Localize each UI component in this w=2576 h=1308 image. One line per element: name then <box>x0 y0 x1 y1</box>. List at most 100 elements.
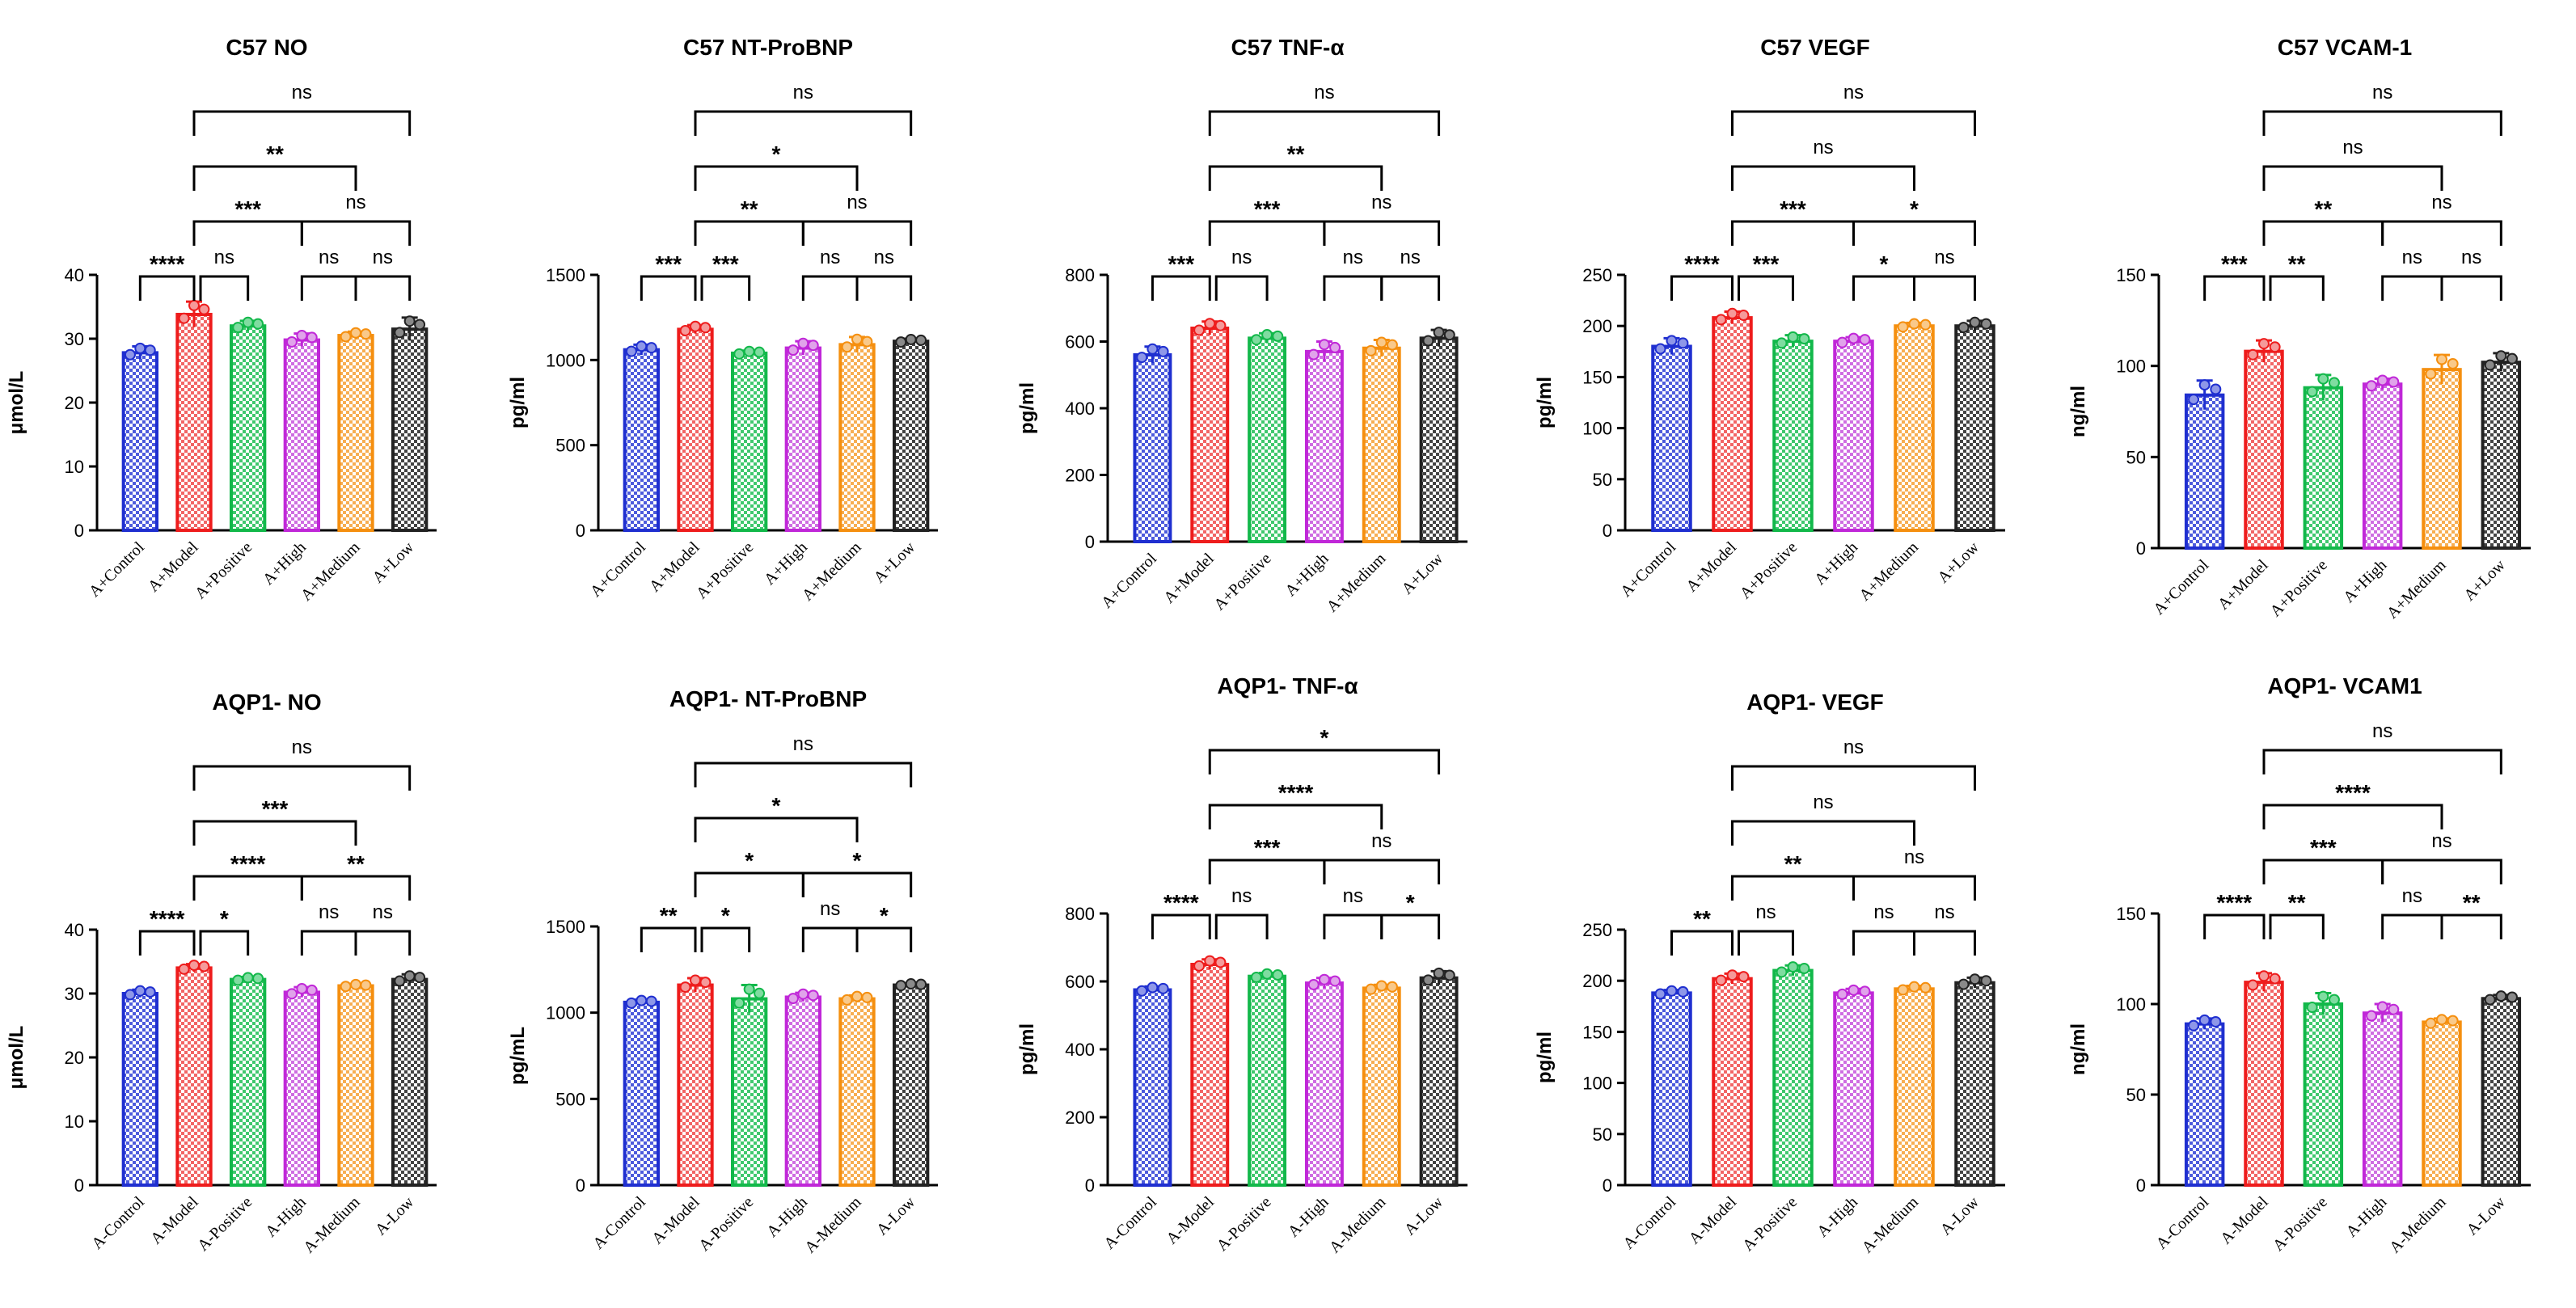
significance-bracket <box>1852 275 1915 301</box>
x-tick-label: A+High <box>2340 556 2390 606</box>
data-point <box>188 960 200 972</box>
data-point <box>340 331 352 343</box>
y-tick-label: 500 <box>555 1089 585 1109</box>
significance-bracket <box>694 220 804 246</box>
data-point <box>252 318 264 330</box>
data-point <box>2328 377 2340 389</box>
y-tick-label: 1500 <box>546 265 585 285</box>
significance-label: ** <box>2463 890 2481 915</box>
significance-label: ns <box>1314 82 1334 103</box>
significance-bracket <box>1731 820 1915 846</box>
data-point <box>895 336 907 348</box>
x-tick-label: A-High <box>763 1193 811 1241</box>
y-tick-label: 100 <box>1582 1074 1612 1094</box>
significance-label: **** <box>2217 890 2253 915</box>
data-point <box>394 327 406 339</box>
significance-bracket <box>1852 875 1976 901</box>
data-point <box>285 335 298 348</box>
data-point <box>1136 352 1148 364</box>
x-tick-label: A-Control <box>2153 1193 2213 1253</box>
chart-title: C57 VEGF <box>1760 35 1869 60</box>
significance-bracket <box>2381 275 2443 301</box>
bar <box>623 1000 661 1188</box>
y-tick-label: 50 <box>1593 470 1612 490</box>
significance-bracket <box>1670 930 1734 956</box>
significance-label: **** <box>230 851 266 876</box>
x-tick-label: A+Control <box>587 538 649 601</box>
data-point <box>2328 994 2340 1006</box>
data-point <box>851 990 863 1002</box>
data-point <box>1715 314 1727 326</box>
bar <box>784 346 822 532</box>
data-point <box>306 331 318 344</box>
significance-label: ns <box>793 733 813 755</box>
significance-label: ** <box>741 196 758 222</box>
data-point <box>144 986 156 998</box>
significance-bracket <box>855 275 913 301</box>
bar <box>2184 393 2225 550</box>
significance-bracket <box>2269 275 2325 301</box>
significance-label: ns <box>793 82 813 103</box>
significance-bracket <box>1731 110 1976 136</box>
data-point <box>2425 368 2437 380</box>
data-point <box>1969 973 1981 985</box>
significance-label: ns <box>1813 137 1833 158</box>
data-point <box>743 345 755 357</box>
bar <box>337 984 374 1188</box>
data-point <box>754 987 766 999</box>
chart-title: C57 NT-ProBNP <box>683 35 853 60</box>
bar <box>2362 1011 2403 1187</box>
y-tick-label: 0 <box>74 1175 84 1196</box>
y-tick-label: 50 <box>2126 1085 2146 1105</box>
significance-label: ns <box>1813 791 1833 813</box>
data-point <box>915 978 927 990</box>
data-point <box>2436 353 2447 365</box>
significance-bracket <box>192 875 303 901</box>
data-point <box>625 345 637 357</box>
significance-bracket <box>192 165 357 191</box>
x-tick-label: A+Low <box>2460 556 2509 605</box>
data-point <box>232 974 244 986</box>
significance-label: *** <box>2310 835 2337 860</box>
significance-bracket <box>1151 913 1211 939</box>
bar <box>2481 361 2522 550</box>
y-tick-label: 150 <box>2116 904 2146 924</box>
significance-label: ns <box>2402 885 2422 907</box>
bar <box>1894 987 1935 1188</box>
y-tick-label: 30 <box>65 329 84 349</box>
y-tick-label: 100 <box>1582 419 1612 439</box>
data-point <box>414 972 426 984</box>
data-point <box>636 994 648 1006</box>
significance-bracket <box>1208 220 1326 246</box>
significance-label: *** <box>1254 196 1281 222</box>
x-tick-label: A-High <box>2342 1193 2390 1241</box>
bar <box>784 995 822 1188</box>
x-tick-label: A-Low <box>1401 1193 1447 1239</box>
data-point <box>905 978 917 990</box>
significance-label: ** <box>1693 906 1711 931</box>
significance-label: ns <box>292 736 312 758</box>
significance-label: ns <box>1343 247 1363 268</box>
significance-label: ns <box>373 247 393 268</box>
data-point <box>1250 971 1262 983</box>
x-tick-label: A+Model <box>1160 550 1218 607</box>
bar <box>838 343 876 532</box>
significance-label: * <box>220 906 229 931</box>
bar <box>1833 991 1874 1188</box>
significance-bracket <box>694 871 804 897</box>
y-tick-label: 10 <box>65 1112 84 1132</box>
y-tick-label: 20 <box>65 1048 84 1068</box>
x-tick-label: A-Control <box>1100 1193 1160 1253</box>
significance-bracket <box>300 220 412 246</box>
data-point <box>699 977 712 989</box>
significance-label: *** <box>712 251 739 276</box>
data-point <box>134 342 146 354</box>
x-tick-label: A-Model <box>2217 1193 2272 1248</box>
data-point <box>198 960 210 973</box>
significance-bracket <box>199 275 250 301</box>
y-tick-label: 150 <box>1582 1022 1612 1042</box>
x-tick-label: A-Low <box>1937 1193 1983 1239</box>
data-point <box>2447 357 2459 369</box>
y-tick-label: 250 <box>1582 920 1612 940</box>
bar <box>283 990 320 1188</box>
